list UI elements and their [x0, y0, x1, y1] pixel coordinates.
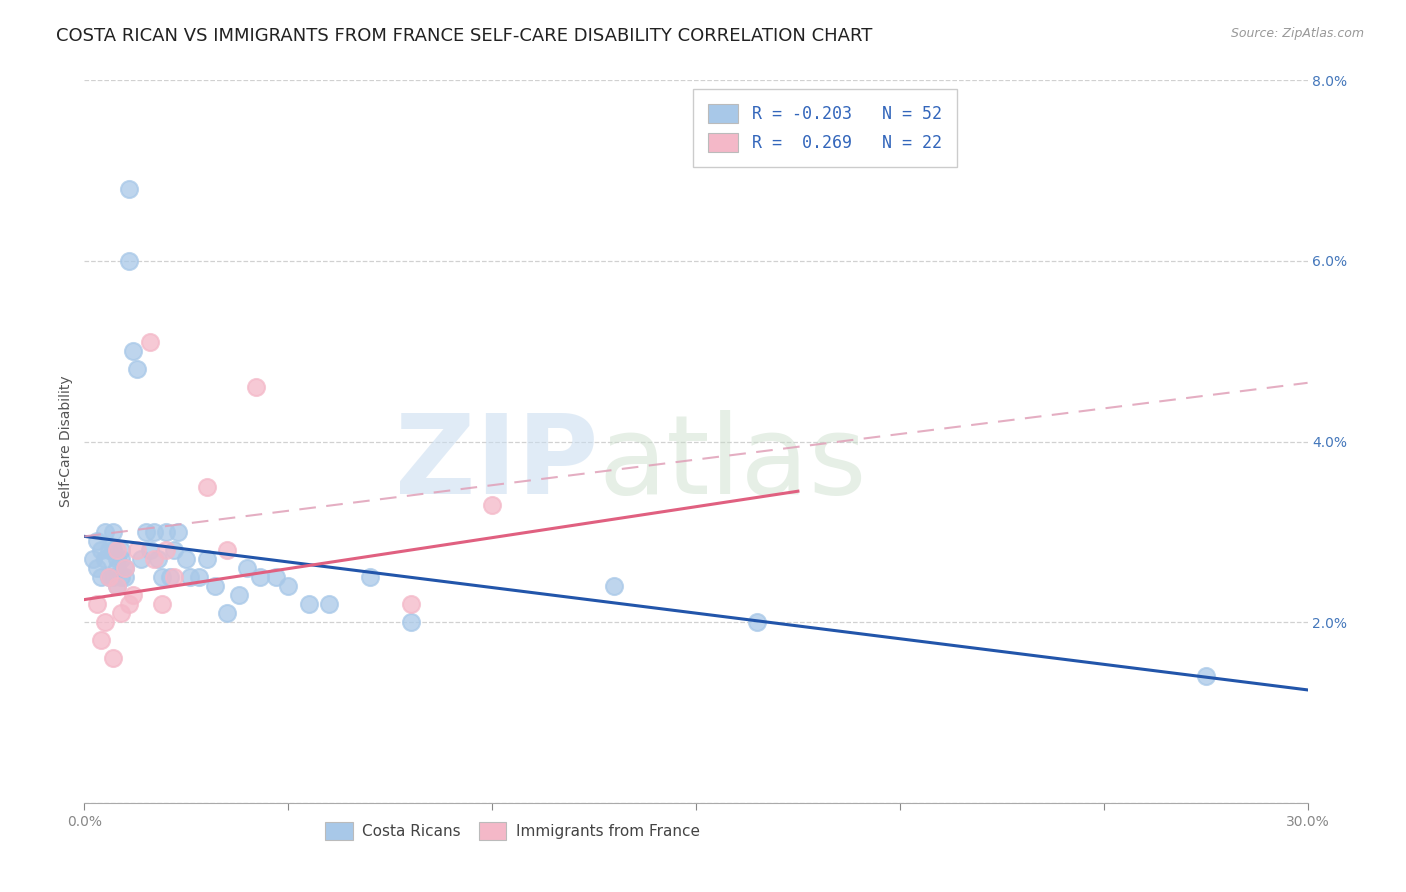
Text: ZIP: ZIP: [395, 409, 598, 516]
Point: [90, 570, 112, 584]
Point: [217, 542, 239, 557]
Point: [359, 570, 381, 584]
Point: [135, 524, 157, 539]
Point: [110, 570, 132, 584]
Point: [86, 597, 108, 611]
Point: [105, 552, 128, 566]
Point: [101, 651, 124, 665]
Point: [195, 552, 218, 566]
Point: [131, 552, 153, 566]
Point: [142, 552, 165, 566]
Point: [122, 588, 145, 602]
Point: [86, 533, 108, 548]
Text: COSTA RICAN VS IMMIGRANTS FROM FRANCE SELF-CARE DISABILITY CORRELATION CHART: COSTA RICAN VS IMMIGRANTS FROM FRANCE SE…: [56, 27, 873, 45]
Point: [138, 542, 160, 557]
Point: [110, 542, 132, 557]
Point: [179, 570, 201, 584]
Point: [105, 579, 128, 593]
Point: [127, 362, 149, 376]
Point: [245, 380, 267, 394]
Point: [603, 579, 626, 593]
Y-axis label: Self-Care Disability: Self-Care Disability: [59, 376, 73, 508]
Point: [114, 561, 136, 575]
Point: [318, 597, 340, 611]
Point: [90, 542, 112, 557]
Point: [122, 344, 145, 359]
Point: [105, 579, 128, 593]
Point: [101, 570, 124, 584]
Point: [105, 561, 128, 575]
Point: [93, 524, 115, 539]
Point: [127, 542, 149, 557]
Point: [298, 597, 321, 611]
Point: [110, 552, 132, 566]
Point: [110, 606, 132, 620]
Point: [118, 181, 141, 195]
Point: [399, 615, 422, 630]
Point: [155, 542, 177, 557]
Point: [399, 597, 422, 611]
Point: [481, 498, 503, 512]
Point: [163, 570, 186, 584]
Point: [155, 524, 177, 539]
Text: atlas: atlas: [598, 409, 866, 516]
Point: [204, 579, 226, 593]
Point: [187, 570, 209, 584]
Point: [97, 570, 120, 584]
Point: [90, 633, 112, 648]
Point: [114, 561, 136, 575]
Point: [82, 552, 104, 566]
Point: [86, 561, 108, 575]
Point: [195, 480, 218, 494]
Point: [228, 588, 250, 602]
Point: [101, 524, 124, 539]
Point: [217, 606, 239, 620]
Point: [93, 615, 115, 630]
Point: [163, 542, 186, 557]
Point: [101, 542, 124, 557]
Point: [114, 570, 136, 584]
Point: [264, 570, 287, 584]
Text: Source: ZipAtlas.com: Source: ZipAtlas.com: [1230, 27, 1364, 40]
Point: [93, 552, 115, 566]
Point: [159, 570, 181, 584]
Point: [167, 524, 190, 539]
Point: [249, 570, 271, 584]
Point: [142, 524, 165, 539]
Point: [146, 552, 169, 566]
Point: [105, 542, 128, 557]
Point: [118, 597, 141, 611]
Point: [118, 253, 141, 268]
Point: [138, 335, 160, 350]
Point: [150, 597, 173, 611]
Point: [236, 561, 259, 575]
Point: [150, 570, 173, 584]
Point: [97, 542, 120, 557]
Legend: Costa Ricans, Immigrants from France: Costa Ricans, Immigrants from France: [319, 816, 706, 846]
Point: [747, 615, 769, 630]
Point: [277, 579, 299, 593]
Point: [174, 552, 197, 566]
Point: [1195, 669, 1218, 683]
Point: [97, 570, 120, 584]
